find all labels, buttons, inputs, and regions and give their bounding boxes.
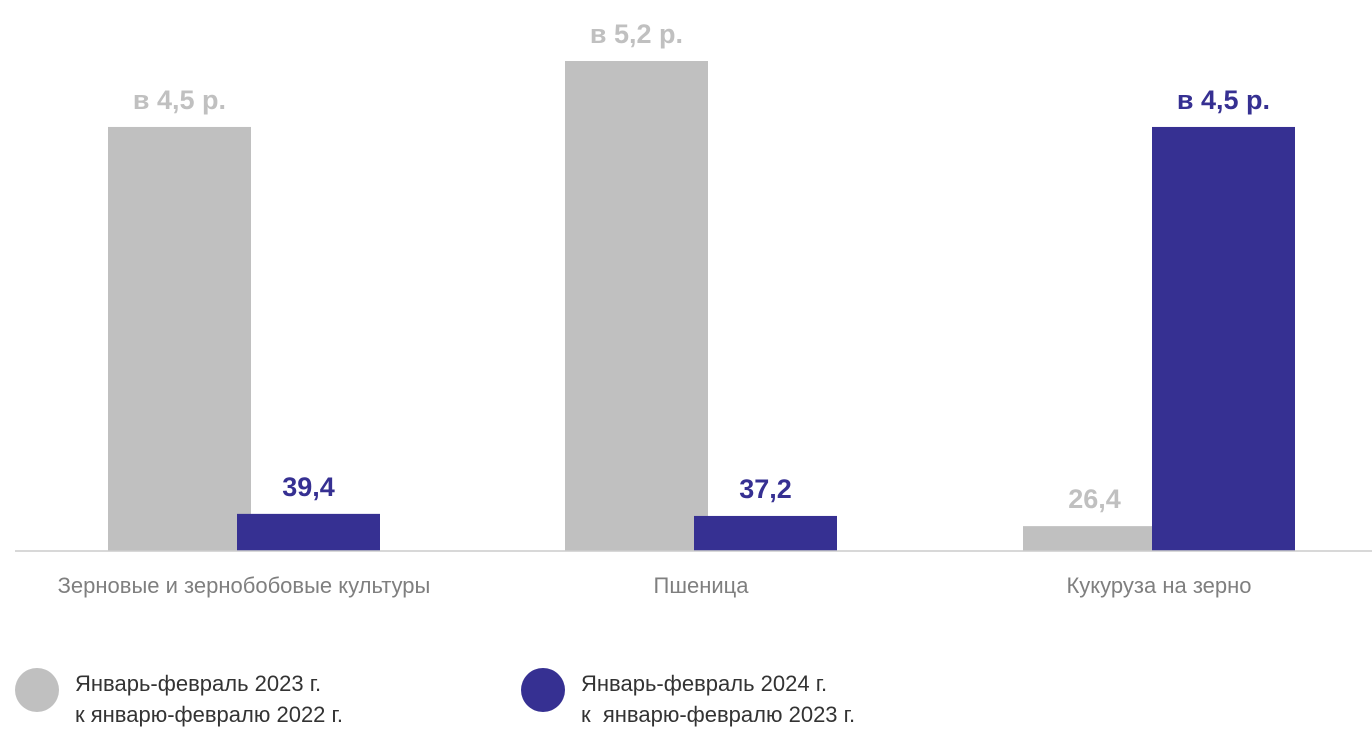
x-tick-label: Зерновые и зернобобовые культуры [58,573,431,598]
value-label: в 4,5 р. [133,85,226,115]
legend-item: Январь-февраль 2023 г. к январю-февралю … [15,668,343,730]
legend-item: Январь-февраль 2024 г. к январю-февралю … [521,668,855,730]
value-label: 26,4 [1068,484,1121,514]
value-label: 39,4 [282,472,335,502]
bar [565,61,708,551]
value-label: 37,2 [739,474,792,504]
x-tick-label: Кукуруза на зерно [1066,573,1251,598]
value-label: в 4,5 р. [1177,85,1270,115]
bar [694,515,837,551]
bar [1152,126,1295,551]
bar [1023,526,1166,551]
bar [237,513,380,551]
legend-swatch [15,668,59,712]
value-label: в 5,2 р. [590,19,683,49]
legend-label: Январь-февраль 2023 г. к январю-февралю … [75,671,343,727]
x-tick-label: Пшеница [654,573,750,598]
legend-swatch [521,668,565,712]
legend-label: Январь-февраль 2024 г. к январю-февралю … [581,671,856,727]
bar [108,126,251,551]
